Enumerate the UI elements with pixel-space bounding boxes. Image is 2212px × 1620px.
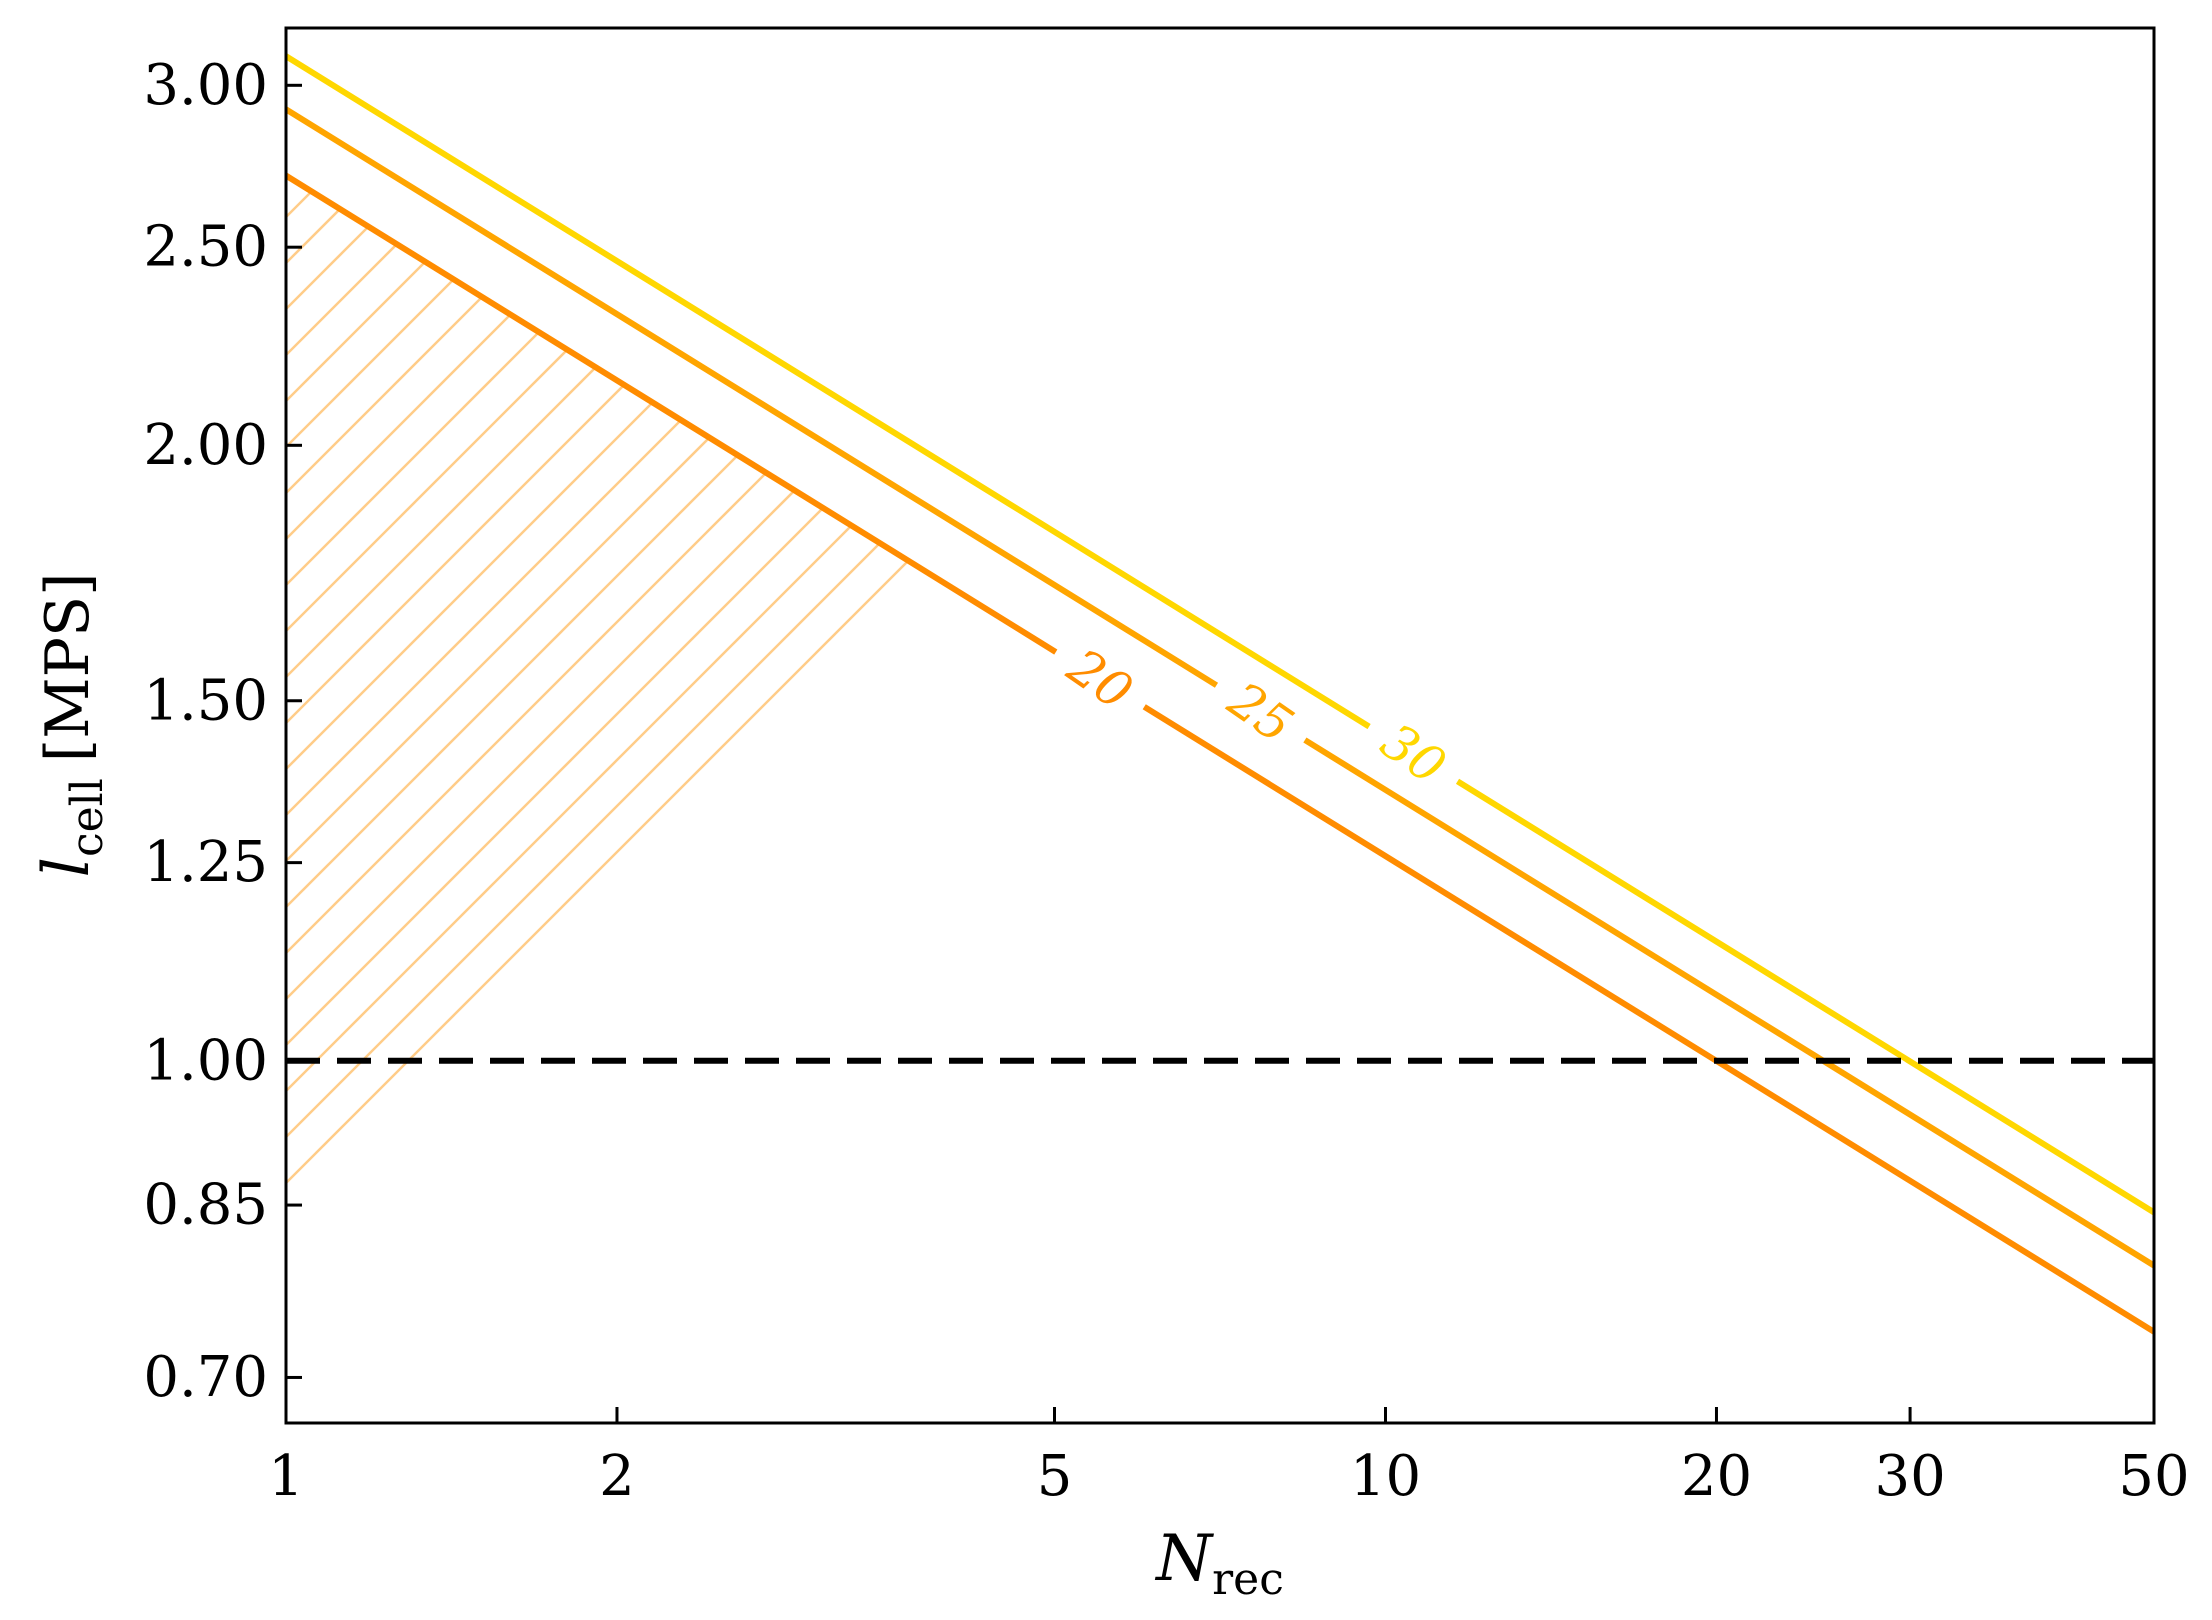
y-tick-label-3.00: 3.00 (143, 53, 268, 118)
series-20-line-b (1142, 704, 2154, 1335)
series-lines (286, 53, 2154, 1335)
hatch-line-31 (286, 175, 2154, 734)
x-axis-title-sub: rec (1212, 1554, 1284, 1605)
hatch-line-22 (286, 175, 2154, 320)
hatch-line-24 (286, 175, 2154, 412)
x-tick-label-1: 1 (268, 1444, 304, 1509)
hatch-line-28 (286, 175, 2154, 596)
hatch-line-36 (286, 175, 2154, 964)
hatch-line-32 (286, 175, 2154, 780)
hatch-line-39 (286, 175, 2154, 1102)
contour-label-25: 25 (1217, 670, 1303, 754)
hatch-line-38 (286, 175, 2154, 1056)
series-30-line-b (1455, 778, 2154, 1215)
hatch-line-37 (286, 175, 2154, 1010)
y-axis-title: lcell [MPS] (30, 572, 113, 877)
y-axis-title-main: l (30, 857, 104, 877)
hatch-line-41 (286, 175, 2154, 1194)
series-30-line-a (286, 53, 1371, 730)
x-tick-label-50: 50 (2118, 1444, 2189, 1509)
hatch-line-35 (286, 175, 2154, 918)
hatch-line-17 (276, 0, 2164, 89)
x-tick-label-20: 20 (1681, 1444, 1752, 1509)
x-tick-label-30: 30 (1874, 1444, 1945, 1509)
hatch-line-16 (276, 0, 2164, 43)
series-25-line-a (286, 106, 1219, 688)
hatch-line-33 (286, 175, 2154, 826)
plot-frame (284, 26, 2156, 1425)
hatch-line-18 (276, 0, 2164, 135)
x-tick-label-10: 10 (1350, 1444, 1421, 1509)
series-20-line-a (286, 173, 1058, 655)
y-tick-label-1.25: 1.25 (143, 830, 268, 895)
x-axis: 1 2 5 10 20 30 50 (268, 1407, 2190, 1509)
y-axis-title-sub: cell (62, 778, 113, 857)
y-tick-label-2.00: 2.00 (143, 413, 268, 478)
contour-labels: 20 25 30 (1057, 637, 1456, 796)
x-axis-title-main: N (1154, 1522, 1214, 1596)
x-tick-label-5: 5 (1037, 1444, 1073, 1509)
hatch-line-21 (286, 175, 2154, 274)
x-axis-title: Nrec (1154, 1522, 1284, 1605)
y-tick-label-1.00: 1.00 (143, 1028, 268, 1093)
y-axis: 0.70 0.85 1.00 1.25 1.50 2.00 2.50 3.00 (143, 53, 302, 1410)
hatch-line-20 (286, 175, 2154, 228)
hatch-line-26 (286, 175, 2154, 504)
series-25-line-b (1303, 737, 2154, 1269)
y-tick-label-0.70: 0.70 (143, 1345, 268, 1410)
y-axis-title-unit: [MPS] (33, 572, 103, 762)
hatch-line-30 (286, 175, 2154, 688)
contour-label-20: 20 (1057, 637, 1143, 721)
hatch-line-34 (286, 175, 2154, 872)
hatch-line-29 (286, 175, 2154, 642)
y-tick-label-1.50: 1.50 (143, 668, 268, 733)
hatched-region (276, 0, 2164, 1194)
contour-label-30: 30 (1371, 712, 1456, 796)
y-tick-label-2.50: 2.50 (143, 215, 268, 280)
hatch-line-27 (286, 175, 2154, 550)
hatch-line-23 (286, 175, 2154, 366)
hatch-line-40 (286, 175, 2154, 1148)
x-tick-label-2: 2 (599, 1444, 635, 1509)
y-tick-label-0.85: 0.85 (143, 1173, 268, 1238)
